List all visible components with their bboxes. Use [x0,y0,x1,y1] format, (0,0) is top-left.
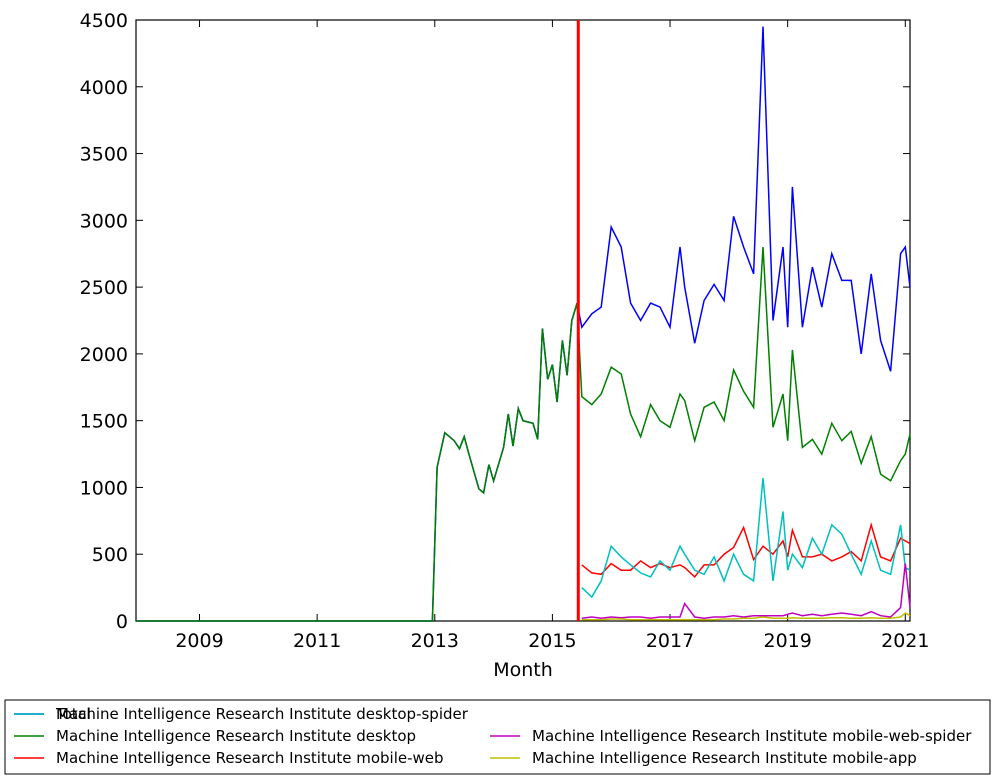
legend-label: Total [55,705,91,723]
x-tick-label: 2009 [175,630,223,652]
legend-label: Machine Intelligence Research Institute … [56,749,444,767]
y-tick-label: 1000 [80,477,128,499]
x-tick-label: 2013 [411,630,459,652]
legend-label: Machine Intelligence Research Institute … [532,749,917,767]
series-line [581,478,911,599]
x-tick-label: 2011 [293,630,341,652]
series-line [136,26,911,622]
x-tick-label: 2017 [646,630,694,652]
legend-label: Machine Intelligence Research Institute … [532,727,972,745]
y-tick-label: 3500 [80,144,128,166]
x-axis-label: Month [493,659,553,681]
x-tick-label: 2019 [763,630,811,652]
series-line [581,612,911,621]
y-tick-label: 1500 [80,411,128,433]
x-tick-label: 2015 [528,630,576,652]
y-tick-label: 2500 [80,277,128,299]
series-line [136,246,911,622]
series-line [581,522,911,579]
plot-frame [135,19,911,622]
legend-label: Machine Intelligence Research Institute … [56,727,416,745]
legend-label: Machine Intelligence Research Institute … [56,705,469,723]
series-line [581,563,911,620]
y-tick-label: 2000 [80,344,128,366]
y-tick-label: 0 [116,611,128,633]
y-tick-label: 4000 [80,77,128,99]
y-tick-label: 4500 [80,10,128,32]
legend-box [4,699,991,775]
y-tick-label: 500 [92,544,128,566]
x-tick-label: 2021 [881,630,929,652]
y-tick-label: 3000 [80,210,128,232]
